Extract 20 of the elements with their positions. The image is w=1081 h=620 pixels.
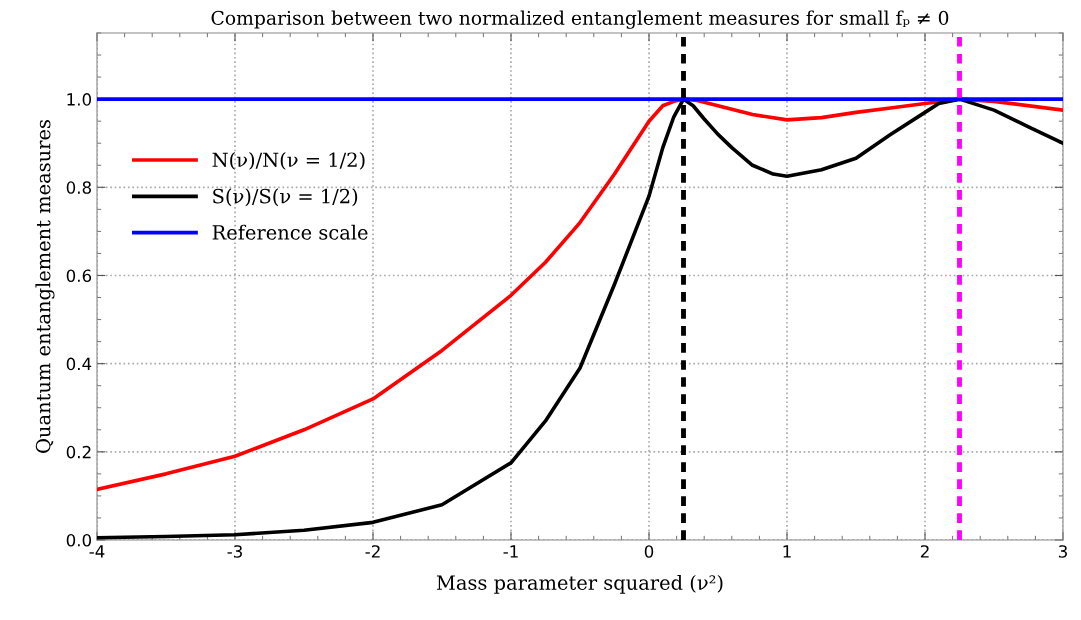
y-axis-title: Quantum entanglement measures [35, 120, 55, 453]
y-tick-label: 0.2 [66, 445, 91, 459]
x-axis-title: Mass parameter squared (ν²) [436, 574, 723, 594]
y-tick-label: 0.0 [66, 533, 92, 547]
y-tick-label: 0.6 [66, 269, 92, 283]
y-tick-label: 0.4 [66, 357, 92, 371]
y-tick-label: 1.0 [67, 93, 92, 106]
x-tick-label: 3 [1058, 545, 1067, 558]
legend-label: Reference scale [212, 224, 368, 240]
x-tick-label: 0 [644, 545, 654, 558]
x-tick-label: -3 [227, 545, 242, 558]
x-tick-label: -4 [89, 545, 105, 558]
legend-label: S(ν)/S(ν = 1/2) [213, 188, 358, 207]
x-tick-label: -2 [365, 545, 380, 558]
x-tick-label: 2 [920, 545, 929, 558]
x-tick-label: 1 [783, 545, 791, 558]
legend-label: N(ν)/N(ν = 1/2) [212, 152, 365, 170]
x-tick-label: -1 [503, 545, 518, 558]
chart-title: Comparison between two normalized entanglement measures for small fₚ ≠ 0 [211, 10, 949, 29]
y-tick-label: 0.8 [66, 181, 91, 194]
